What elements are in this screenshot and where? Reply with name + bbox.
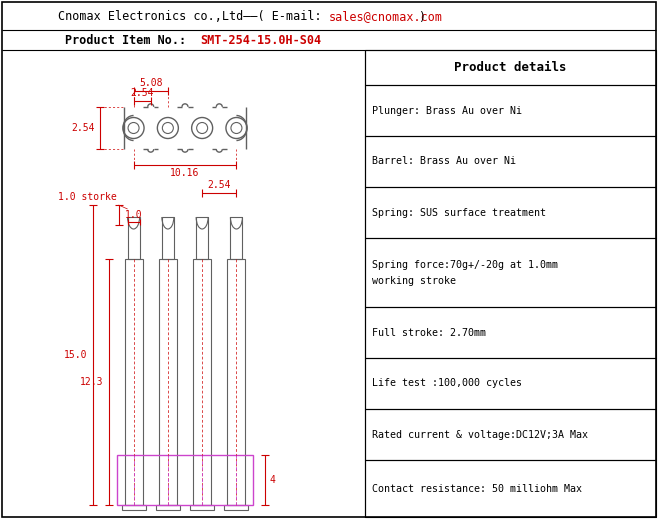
Text: ): ) [418,10,425,23]
Bar [365,85,656,136]
Text: Spring: SUS surface treatment: Spring: SUS surface treatment [372,208,546,217]
Text: Life test :100,000 cycles: Life test :100,000 cycles [372,378,522,389]
Text: Plunger: Brass Au over Ni: Plunger: Brass Au over Ni [372,105,522,116]
Bar [224,505,249,510]
Bar [116,455,253,505]
Bar [162,217,174,259]
Bar [190,505,214,510]
Text: 2.54: 2.54 [207,180,231,190]
Text: 5.08: 5.08 [139,78,163,88]
Text: 15.0: 15.0 [64,350,88,360]
Text: Rated current & voltage:DC12V;3A Max: Rated current & voltage:DC12V;3A Max [372,430,588,440]
Bar [365,238,656,307]
Text: sales@cnomax.com: sales@cnomax.com [329,10,443,23]
Text: sales@cnomax.com): sales@cnomax.com) [0,518,1,519]
Bar [365,136,656,187]
Bar [124,259,143,505]
Bar [159,259,177,505]
Bar [122,505,145,510]
Text: Spring force:70g+/-20g at 1.0mm: Spring force:70g+/-20g at 1.0mm [372,260,558,269]
Text: Full stroke: 2.70mm: Full stroke: 2.70mm [372,327,486,337]
Text: 1.0 storke: 1.0 storke [58,192,116,202]
Text: 12.3: 12.3 [80,377,103,387]
Text: 2.54: 2.54 [71,123,95,133]
Bar [193,259,211,505]
Text: Product details: Product details [454,61,567,74]
Text: 4: 4 [269,475,275,485]
Text: 2.54: 2.54 [130,88,154,98]
Bar [365,187,656,238]
Bar [228,259,245,505]
Text: Cnomax Electronics co.,Ltd——( E-mail:: Cnomax Electronics co.,Ltd——( E-mail: [59,10,329,23]
Text: 10.16: 10.16 [170,168,199,178]
Bar [365,50,656,85]
Bar [365,307,656,358]
Bar [365,358,656,409]
Text: Barrel: Brass Au over Ni: Barrel: Brass Au over Ni [372,157,516,167]
Bar [156,505,180,510]
Text: Contact resistance: 50 milliohm Max: Contact resistance: 50 milliohm Max [372,484,582,494]
Bar [230,217,242,259]
Bar [196,217,208,259]
Text: working stroke: working stroke [372,276,456,285]
Bar [128,217,139,259]
Text: Product Item No.:: Product Item No.: [64,34,200,47]
Bar [365,460,656,517]
Text: 1.0: 1.0 [125,210,142,220]
Text: SMT-254-15.0H-S04: SMT-254-15.0H-S04 [200,34,321,47]
Bar [365,409,656,460]
